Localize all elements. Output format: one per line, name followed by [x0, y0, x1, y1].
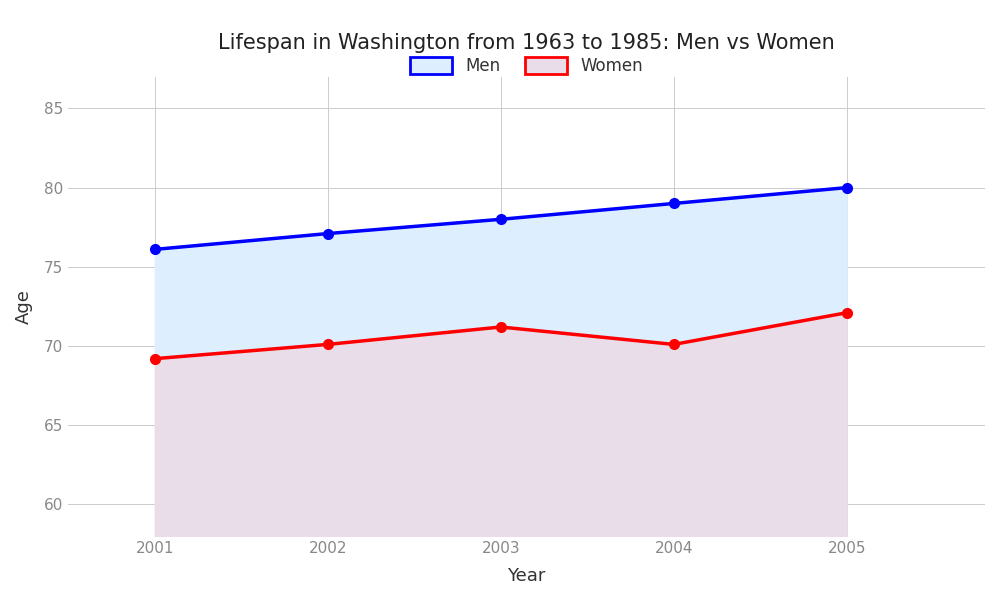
X-axis label: Year: Year: [507, 567, 546, 585]
Legend: Men, Women: Men, Women: [402, 49, 651, 83]
Y-axis label: Age: Age: [15, 289, 33, 324]
Title: Lifespan in Washington from 1963 to 1985: Men vs Women: Lifespan in Washington from 1963 to 1985…: [218, 33, 835, 53]
